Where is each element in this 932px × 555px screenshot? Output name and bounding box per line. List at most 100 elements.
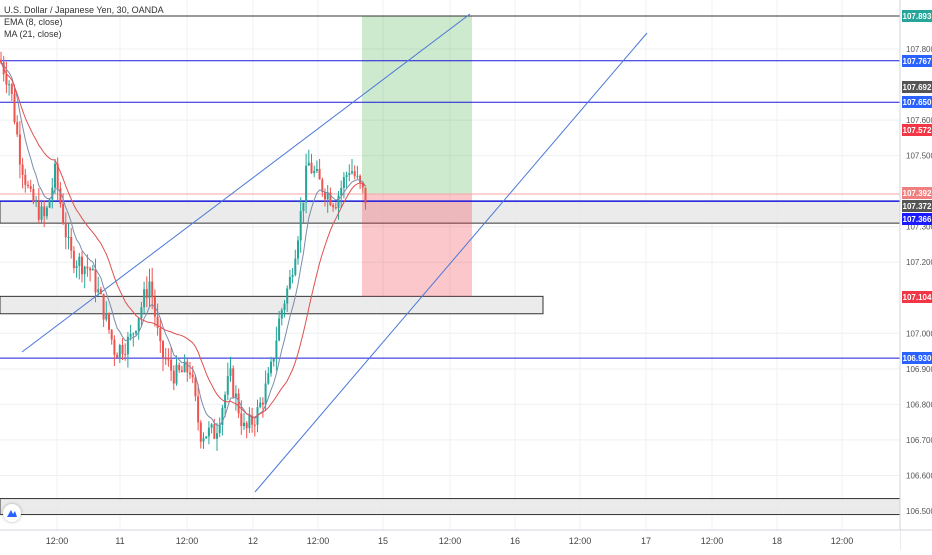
candle-body	[97, 289, 100, 293]
candle-body	[78, 256, 81, 266]
candle-body	[178, 364, 181, 371]
price-label-text: 107.372	[903, 202, 932, 211]
candle-body	[324, 192, 326, 200]
price-label-tag: 107.650	[902, 96, 932, 108]
candle-body	[315, 168, 318, 171]
candle-body	[253, 424, 256, 426]
candle-body	[342, 177, 345, 188]
candle-body	[272, 359, 275, 362]
candle-body	[359, 175, 362, 183]
price-tick-label: 107.600	[906, 116, 932, 125]
candle-body	[191, 374, 194, 378]
candle-body	[210, 424, 213, 428]
time-tick-label: 15	[378, 536, 388, 546]
candle-body	[54, 163, 56, 188]
lower-trend-line	[254, 32, 648, 493]
candle-body	[135, 331, 137, 334]
price-label-tag: 106.930	[902, 352, 932, 364]
price-label-text: 107.650	[903, 98, 932, 107]
time-tick-label: 12:00	[46, 536, 69, 546]
candle-body	[183, 361, 186, 373]
price-tick-label: 107.200	[906, 258, 932, 267]
candle-body	[307, 162, 310, 166]
candle-body	[313, 170, 316, 173]
price-tick-label: 106.800	[906, 400, 932, 409]
time-tick-label: 17	[641, 536, 651, 546]
price-label-tag: 107.372	[902, 200, 932, 212]
candle-body	[321, 179, 324, 193]
price-label-background	[902, 200, 932, 212]
chart-legend: U.S. Dollar / Japanese Yen, 30, OANDA EM…	[4, 4, 164, 40]
candle-body	[10, 84, 13, 94]
gray-zone-box	[0, 295, 544, 315]
candle-body	[137, 318, 140, 332]
candle-body	[278, 318, 281, 341]
candle-body	[264, 383, 267, 405]
candle-body	[86, 266, 89, 269]
candle-body	[243, 422, 245, 427]
symbol-title: U.S. Dollar / Japanese Yen, 30, OANDA	[4, 5, 164, 15]
price-label-text: 106.930	[903, 354, 932, 363]
candle-body	[248, 415, 251, 429]
price-label-text: 107.104	[903, 293, 932, 302]
ma-legend: MA (21, close)	[4, 29, 62, 39]
candle-body	[199, 422, 202, 442]
price-tick-label: 107.300	[906, 223, 932, 232]
candle-body	[51, 187, 54, 200]
candle-body	[121, 345, 124, 355]
price-label-tag: 107.366	[902, 213, 932, 225]
ma-21-line	[0, 62, 366, 418]
candle-body	[345, 175, 348, 178]
time-axis	[0, 530, 900, 550]
candle-body	[234, 393, 237, 397]
price-label-text: 107.767	[903, 57, 932, 66]
candle-body	[302, 202, 305, 211]
candle-body	[105, 313, 108, 320]
candle-body	[145, 289, 148, 298]
candle-body	[148, 281, 151, 298]
tradingview-logo-icon[interactable]	[3, 504, 21, 522]
price-label-tag: 107.572	[902, 124, 932, 136]
candle-body	[5, 74, 8, 85]
candle-body	[340, 187, 343, 196]
candle-body	[16, 122, 19, 135]
price-label-background	[902, 187, 932, 199]
candle-body	[318, 168, 321, 180]
price-label-background	[902, 10, 932, 22]
price-tick-label: 106.900	[906, 365, 932, 374]
candle-body	[75, 265, 78, 269]
candle-body	[24, 174, 27, 185]
candle-body	[216, 433, 218, 439]
time-tick-label: 12:00	[439, 536, 462, 546]
candle-body	[83, 266, 86, 275]
candle-body	[348, 173, 351, 176]
candle-body	[64, 223, 67, 238]
price-label-background	[902, 291, 932, 303]
price-label-text: 107.572	[903, 126, 932, 135]
candle-body	[213, 424, 216, 439]
candle-body	[297, 240, 299, 259]
candle-body	[81, 256, 83, 275]
candle-body	[186, 361, 189, 373]
candle-body	[286, 288, 289, 304]
candle-body	[67, 236, 70, 238]
candle-body	[267, 373, 270, 384]
ema-8-line	[0, 62, 366, 426]
candle-body	[13, 93, 16, 123]
candle-body	[99, 289, 102, 294]
candle-body	[126, 336, 129, 355]
candle-body	[305, 165, 308, 203]
candle-body	[70, 236, 73, 251]
time-tick-label: 11	[115, 536, 124, 546]
candle-body	[351, 171, 353, 174]
price-label-tag: 107.767	[902, 55, 932, 67]
candle-body	[194, 377, 197, 397]
candles	[0, 51, 367, 451]
candle-body	[108, 313, 110, 330]
price-label-background	[902, 124, 932, 136]
candle-body	[29, 186, 32, 189]
candle-body	[237, 393, 240, 414]
candle-body	[21, 164, 24, 175]
